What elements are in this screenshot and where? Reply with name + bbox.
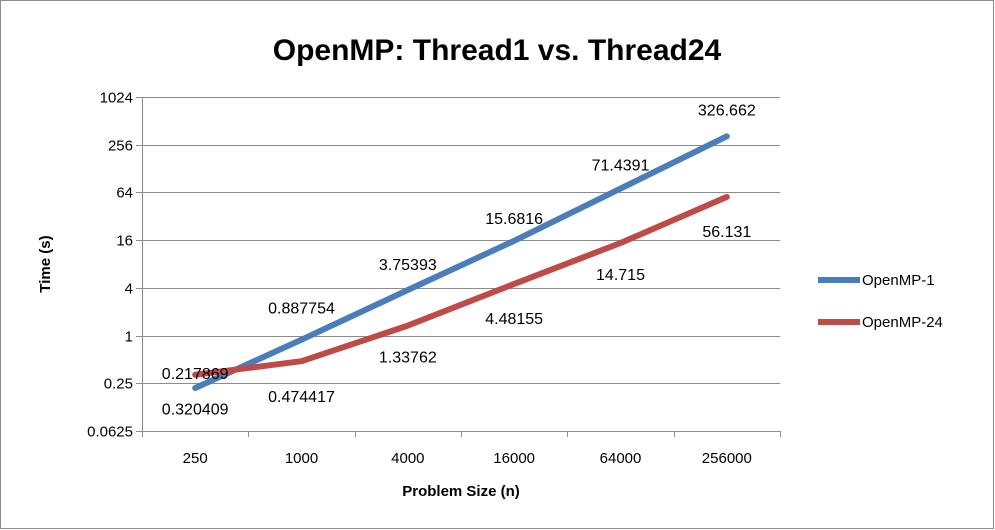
data-label: 326.662 — [698, 102, 756, 119]
data-label: 4.48155 — [485, 311, 543, 328]
x-tick-label: 256000 — [702, 450, 752, 467]
x-tick-label: 4000 — [391, 450, 424, 467]
data-label: 0.474417 — [268, 389, 335, 406]
series-line-openmp-1 — [192, 133, 730, 391]
x-tick-label: 1000 — [285, 450, 318, 467]
series-lines — [192, 133, 730, 391]
series-line-openmp-24 — [192, 193, 730, 378]
data-labels: 0.217869 0.887754 3.75393 15.6816 71.4391 326… — [162, 102, 756, 418]
y-tick-label: 1024 — [100, 90, 133, 107]
legend: OpenMP-1 OpenMP-24 — [818, 272, 943, 331]
y-axis-title: Time (s) — [37, 235, 54, 292]
y-tick-label: 0.25 — [104, 376, 133, 393]
data-label: 1.33762 — [379, 350, 437, 367]
legend-label: OpenMP-24 — [862, 314, 943, 331]
x-tick-label: 64000 — [600, 450, 642, 467]
grid-lines — [136, 97, 780, 432]
axes — [142, 97, 781, 437]
y-tick-label: 0.0625 — [87, 424, 133, 441]
y-tick-label: 4 — [125, 281, 133, 298]
data-label: 0.887754 — [268, 301, 335, 318]
x-axis-title: Problem Size (n) — [402, 483, 520, 500]
data-label: 15.6816 — [485, 211, 543, 228]
data-label: 56.131 — [702, 224, 751, 241]
data-label: 0.320409 — [162, 402, 229, 419]
data-label: 3.75393 — [379, 257, 437, 274]
chart-title: OpenMP: Thread1 vs. Thread24 — [273, 34, 722, 67]
x-tick-label: 16000 — [493, 450, 535, 467]
data-label: 0.217869 — [162, 366, 229, 383]
data-label: 71.4391 — [592, 158, 650, 175]
x-tick-label: 250 — [183, 450, 208, 467]
legend-label: OpenMP-1 — [862, 272, 935, 289]
data-label: 14.715 — [596, 267, 645, 284]
y-tick-label: 64 — [116, 185, 133, 202]
y-tick-label: 256 — [108, 138, 133, 155]
tick-labels: 0.0625 0.25 1 4 16 64 256 1024 250 1000 4000 16000 6… — [87, 90, 752, 468]
y-tick-label: 1 — [125, 329, 133, 346]
y-tick-label: 16 — [116, 233, 133, 250]
